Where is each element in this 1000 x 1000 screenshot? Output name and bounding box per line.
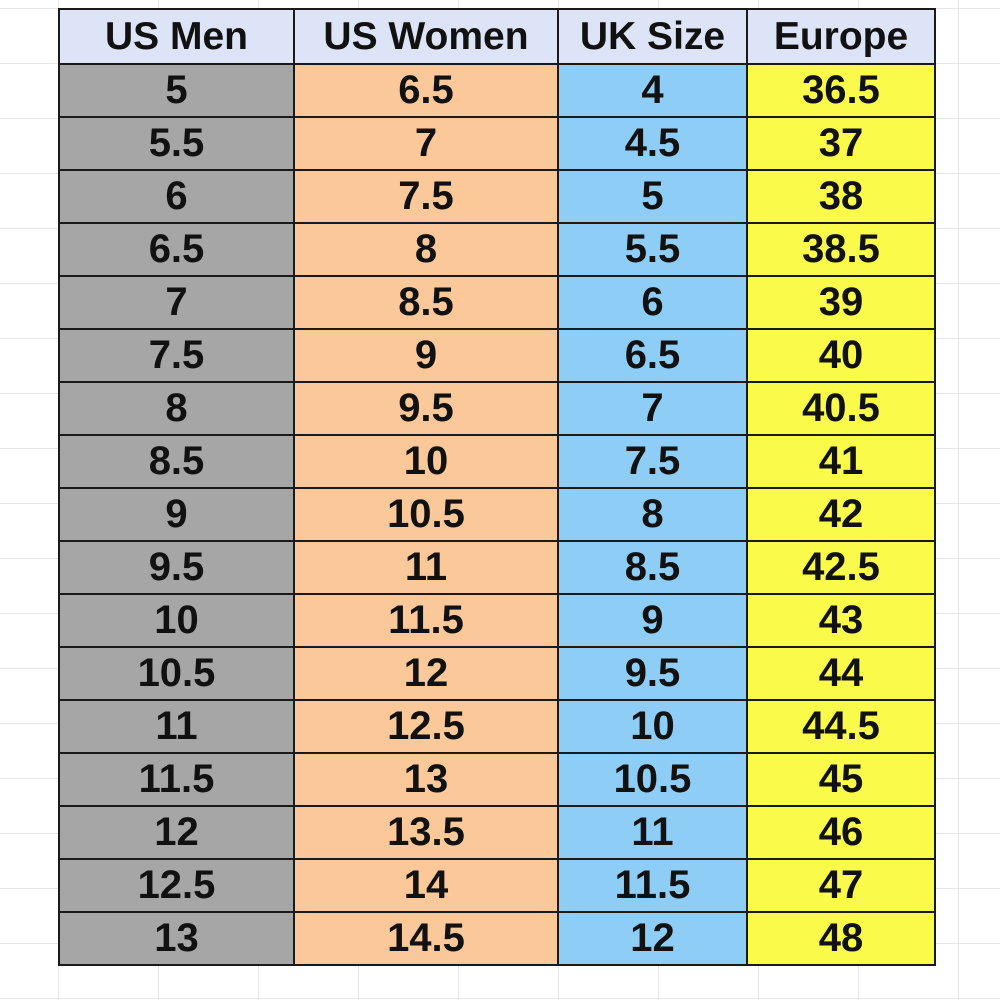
cell-europe[interactable]: 47: [746, 858, 936, 913]
cell-uk-size[interactable]: 5.5: [557, 222, 748, 277]
cell-uk-size[interactable]: 7: [557, 381, 748, 436]
cell-uk-size[interactable]: 8: [557, 487, 748, 542]
cell-uk-size[interactable]: 10.5: [557, 752, 748, 807]
cell-europe[interactable]: 45: [746, 752, 936, 807]
cell-us-women[interactable]: 14: [293, 858, 559, 913]
table-row: 11 12.5 10 44.5: [58, 699, 936, 754]
cell-us-men[interactable]: 6: [58, 169, 295, 224]
cell-europe[interactable]: 37: [746, 116, 936, 171]
cell-us-women[interactable]: 6.5: [293, 63, 559, 118]
cell-us-men[interactable]: 5: [58, 63, 295, 118]
cell-us-women[interactable]: 7: [293, 116, 559, 171]
header-us-women[interactable]: US Women: [293, 8, 559, 65]
cell-us-women[interactable]: 12: [293, 646, 559, 701]
cell-uk-size[interactable]: 4.5: [557, 116, 748, 171]
table-row: 10.5 12 9.5 44: [58, 646, 936, 701]
cell-us-women[interactable]: 13.5: [293, 805, 559, 860]
cell-us-men[interactable]: 9: [58, 487, 295, 542]
table-row: 11.5 13 10.5 45: [58, 752, 936, 807]
table-row: 7 8.5 6 39: [58, 275, 936, 330]
cell-europe[interactable]: 48: [746, 911, 936, 966]
table-row: 10 11.5 9 43: [58, 593, 936, 648]
cell-us-women[interactable]: 11: [293, 540, 559, 595]
cell-europe[interactable]: 41: [746, 434, 936, 489]
cell-us-men[interactable]: 10.5: [58, 646, 295, 701]
cell-us-women[interactable]: 9.5: [293, 381, 559, 436]
cell-europe[interactable]: 42: [746, 487, 936, 542]
table-row: 8.5 10 7.5 41: [58, 434, 936, 489]
cell-uk-size[interactable]: 9.5: [557, 646, 748, 701]
table-row: 9 10.5 8 42: [58, 487, 936, 542]
cell-europe[interactable]: 38: [746, 169, 936, 224]
cell-us-women[interactable]: 10: [293, 434, 559, 489]
table-row: 5.5 7 4.5 37: [58, 116, 936, 171]
cell-uk-size[interactable]: 11: [557, 805, 748, 860]
header-us-men[interactable]: US Men: [58, 8, 295, 65]
cell-uk-size[interactable]: 8.5: [557, 540, 748, 595]
cell-us-women[interactable]: 10.5: [293, 487, 559, 542]
cell-europe[interactable]: 39: [746, 275, 936, 330]
table-row: 9.5 11 8.5 42.5: [58, 540, 936, 595]
cell-us-men[interactable]: 13: [58, 911, 295, 966]
cell-us-women[interactable]: 12.5: [293, 699, 559, 754]
cell-us-women[interactable]: 14.5: [293, 911, 559, 966]
table-row: 6 7.5 5 38: [58, 169, 936, 224]
table-row: 6.5 8 5.5 38.5: [58, 222, 936, 277]
header-row: US Men US Women UK Size Europe: [58, 8, 936, 65]
cell-us-men[interactable]: 11: [58, 699, 295, 754]
cell-uk-size[interactable]: 9: [557, 593, 748, 648]
cell-us-women[interactable]: 7.5: [293, 169, 559, 224]
table-body: 5 6.5 4 36.5 5.5 7 4.5 37 6 7.5 5 38 6.5 8 5.5 38.5 7 8.5…: [58, 63, 936, 966]
cell-us-women[interactable]: 13: [293, 752, 559, 807]
cell-us-men[interactable]: 9.5: [58, 540, 295, 595]
table-row: 7.5 9 6.5 40: [58, 328, 936, 383]
cell-europe[interactable]: 44: [746, 646, 936, 701]
header-europe[interactable]: Europe: [746, 8, 936, 65]
cell-us-men[interactable]: 6.5: [58, 222, 295, 277]
cell-uk-size[interactable]: 6.5: [557, 328, 748, 383]
cell-europe[interactable]: 40.5: [746, 381, 936, 436]
cell-us-men[interactable]: 5.5: [58, 116, 295, 171]
cell-us-men[interactable]: 12: [58, 805, 295, 860]
cell-us-men[interactable]: 11.5: [58, 752, 295, 807]
cell-europe[interactable]: 38.5: [746, 222, 936, 277]
cell-us-men[interactable]: 8.5: [58, 434, 295, 489]
table-row: 5 6.5 4 36.5: [58, 63, 936, 118]
header-uk-size[interactable]: UK Size: [557, 8, 748, 65]
cell-us-women[interactable]: 9: [293, 328, 559, 383]
shoe-size-conversion-table: US Men US Women UK Size Europe 5 6.5 4 36.5…: [58, 8, 936, 966]
cell-europe[interactable]: 43: [746, 593, 936, 648]
cell-uk-size[interactable]: 5: [557, 169, 748, 224]
table-row: 8 9.5 7 40.5: [58, 381, 936, 436]
cell-uk-size[interactable]: 11.5: [557, 858, 748, 913]
cell-uk-size[interactable]: 4: [557, 63, 748, 118]
cell-europe[interactable]: 40: [746, 328, 936, 383]
cell-europe[interactable]: 46: [746, 805, 936, 860]
cell-uk-size[interactable]: 6: [557, 275, 748, 330]
cell-us-men[interactable]: 7.5: [58, 328, 295, 383]
cell-us-women[interactable]: 8: [293, 222, 559, 277]
cell-europe[interactable]: 42.5: [746, 540, 936, 595]
cell-uk-size[interactable]: 7.5: [557, 434, 748, 489]
cell-uk-size[interactable]: 10: [557, 699, 748, 754]
cell-us-women[interactable]: 11.5: [293, 593, 559, 648]
table-row: 13 14.5 12 48: [58, 911, 936, 966]
cell-europe[interactable]: 44.5: [746, 699, 936, 754]
table-row: 12.5 14 11.5 47: [58, 858, 936, 913]
cell-us-women[interactable]: 8.5: [293, 275, 559, 330]
cell-europe[interactable]: 36.5: [746, 63, 936, 118]
cell-uk-size[interactable]: 12: [557, 911, 748, 966]
table-row: 12 13.5 11 46: [58, 805, 936, 860]
cell-us-men[interactable]: 7: [58, 275, 295, 330]
cell-us-men[interactable]: 12.5: [58, 858, 295, 913]
cell-us-men[interactable]: 8: [58, 381, 295, 436]
cell-us-men[interactable]: 10: [58, 593, 295, 648]
